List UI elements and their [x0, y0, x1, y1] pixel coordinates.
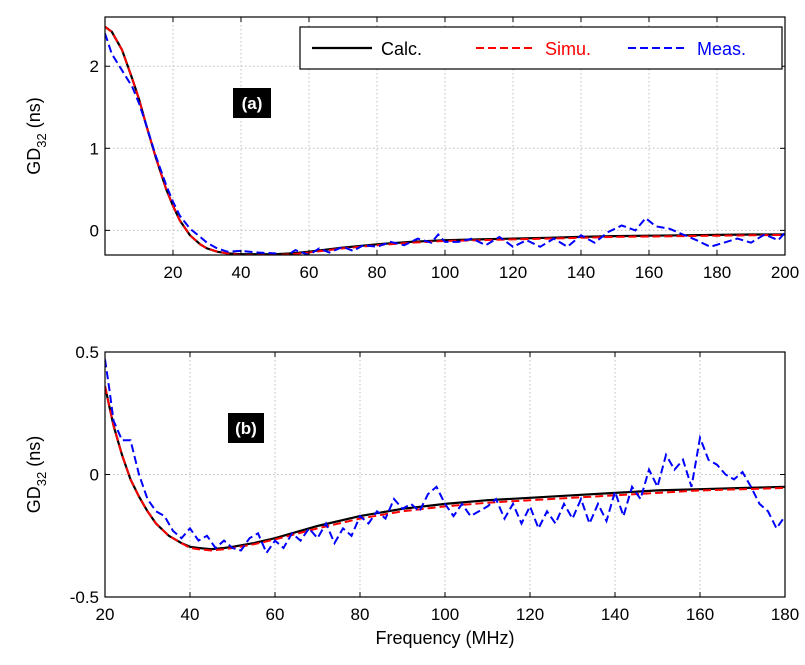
x-tick-label: 140 — [567, 263, 595, 282]
x-tick-label: 20 — [96, 605, 115, 624]
series-line-meas — [105, 33, 785, 255]
x-tick-label: 80 — [351, 605, 370, 624]
y-axis-label-subscript: 32 — [34, 472, 49, 486]
y-tick-label: 2 — [90, 57, 99, 76]
x-tick-label: 40 — [232, 263, 251, 282]
y-axis-label: GD32 (ns) — [24, 436, 49, 513]
legend-label: Simu. — [545, 39, 591, 59]
x-tick-label: 60 — [266, 605, 285, 624]
x-tick-label: 100 — [431, 263, 459, 282]
x-tick-label: 160 — [686, 605, 714, 624]
series-group — [105, 25, 785, 255]
legend-box — [299, 26, 783, 70]
y-axis-label-unit: (ns) — [24, 97, 44, 133]
panel-label-box — [228, 413, 264, 443]
x-tick-label: 200 — [771, 263, 799, 282]
x-tick-label: 40 — [181, 605, 200, 624]
y-axis-label-unit: (ns) — [24, 436, 44, 472]
x-tick-label: 180 — [771, 605, 799, 624]
panel-label-box — [233, 88, 271, 118]
x-tick-label: 120 — [516, 605, 544, 624]
legend: Calc. Simu. Meas. — [299, 26, 783, 70]
legend-label: Meas. — [697, 39, 746, 59]
y-tick-label: 0.5 — [75, 343, 99, 362]
x-tick-label: 60 — [300, 263, 319, 282]
x-tick-label: 180 — [703, 263, 731, 282]
y-tick-label: 1 — [90, 139, 99, 158]
panel-label: (a) — [242, 94, 263, 113]
chart-panel-b: 20 40 60 80 100 120 140 160 180 -0.5 0 0.5 GD32 (ns)… — [24, 343, 799, 648]
x-tick-label: 100 — [431, 605, 459, 624]
series-line-meas — [105, 359, 785, 555]
y-axis-label: GD32 (ns) — [24, 97, 49, 174]
x-axis-label: Frequency (MHz) — [375, 628, 514, 648]
x-tick-label: 80 — [368, 263, 387, 282]
y-axis-label-subscript: 32 — [34, 133, 49, 147]
x-tick-label: 160 — [635, 263, 663, 282]
x-tick-label: 120 — [499, 263, 527, 282]
legend-label: Calc. — [381, 39, 422, 59]
y-tick-label: 0 — [90, 466, 99, 485]
y-tick-label: 0 — [90, 221, 99, 240]
y-tick-label: -0.5 — [70, 588, 99, 607]
y-axis-label-main: GD — [24, 148, 44, 175]
series-group — [105, 359, 785, 555]
x-tick-label: 140 — [601, 605, 629, 624]
panel-label: (b) — [235, 419, 257, 438]
series-line-simu — [105, 25, 785, 255]
x-tick-label: 20 — [164, 263, 183, 282]
y-axis-label-main: GD — [24, 486, 44, 513]
chart-panel-a: 20 40 60 80 100 120 140 160 180 200 0 1 2 GD32 (ns) (a… — [24, 16, 799, 282]
